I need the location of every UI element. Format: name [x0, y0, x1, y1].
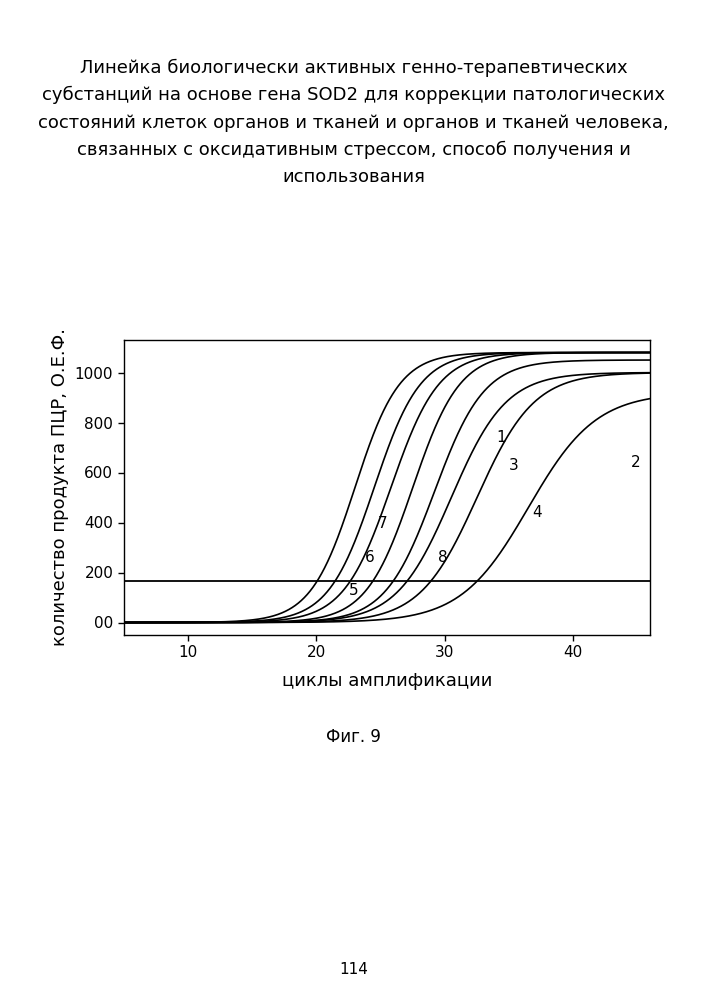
Text: 7: 7	[378, 516, 387, 531]
Text: 1: 1	[496, 430, 506, 445]
Y-axis label: количество продукта ПЦР, О.Е.Ф.: количество продукта ПЦР, О.Е.Ф.	[51, 328, 69, 647]
Text: Фиг. 9: Фиг. 9	[326, 728, 381, 746]
Text: 114: 114	[339, 962, 368, 978]
Text: 5: 5	[349, 583, 358, 598]
Text: 6: 6	[366, 550, 375, 564]
X-axis label: циклы амплификации: циклы амплификации	[282, 672, 492, 690]
Text: 2: 2	[631, 455, 641, 470]
Text: 3: 3	[509, 458, 519, 473]
Text: 8: 8	[438, 550, 448, 564]
Text: 4: 4	[532, 505, 542, 520]
Text: Линейка биологически активных генно-терапевтических
субстанций на основе гена SO: Линейка биологически активных генно-тера…	[38, 59, 669, 186]
